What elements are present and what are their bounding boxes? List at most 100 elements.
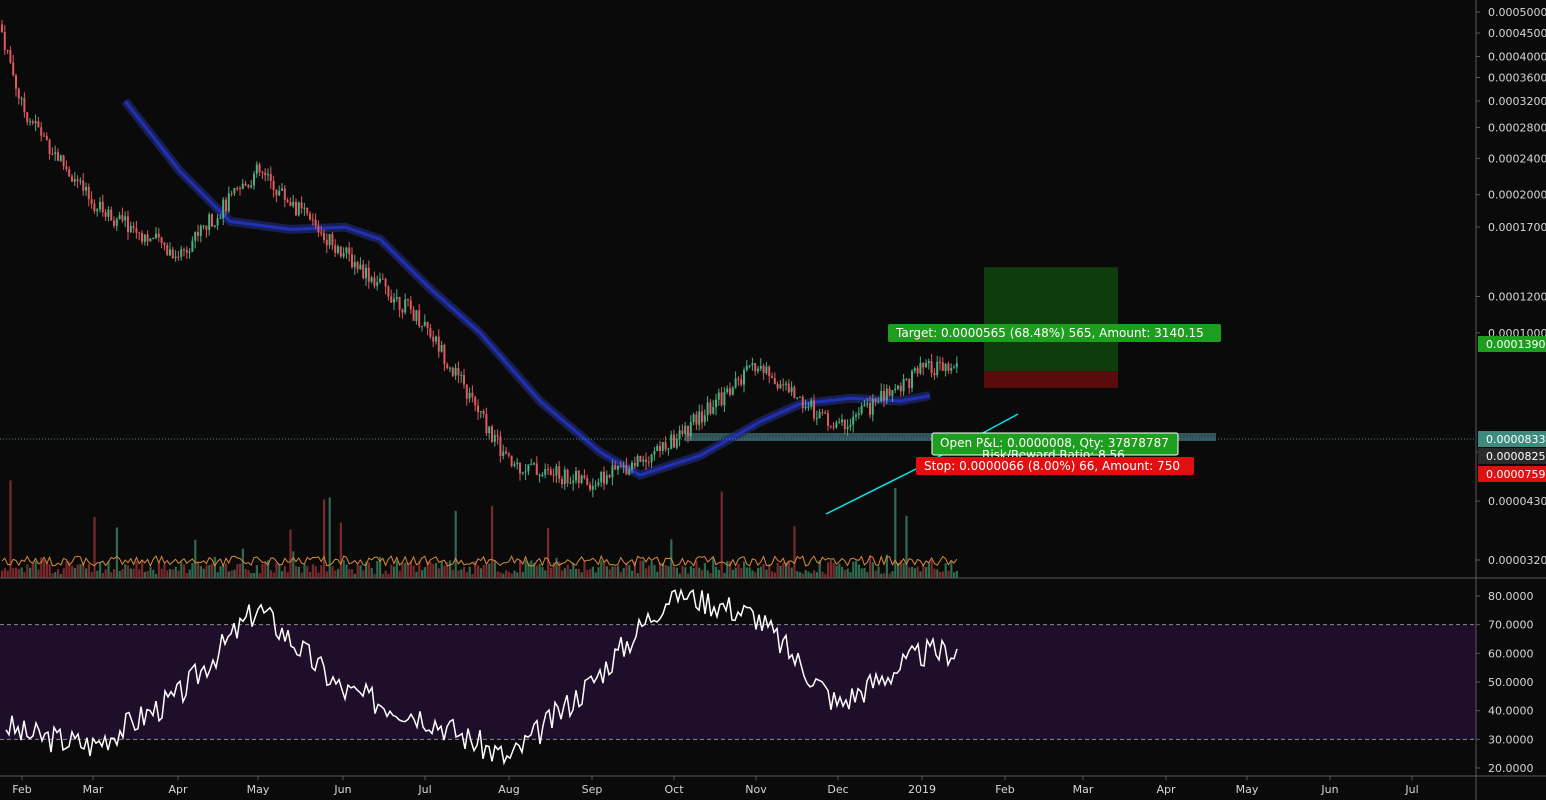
candle-body xyxy=(771,376,773,378)
candle-body xyxy=(227,193,230,212)
candle-body xyxy=(790,387,793,393)
volume-bar xyxy=(947,570,950,578)
volume-bar xyxy=(300,572,303,578)
candle-body xyxy=(356,262,359,270)
volume-bar xyxy=(692,568,695,578)
volume-bar xyxy=(846,568,849,578)
candle-body xyxy=(871,398,874,415)
stop-zone[interactable] xyxy=(984,371,1118,388)
candle-body xyxy=(894,388,897,391)
candle-body xyxy=(773,377,776,384)
time-tick-label: May xyxy=(247,783,270,796)
volume-bar xyxy=(701,569,704,578)
volume-bar xyxy=(734,567,737,578)
volume-bar xyxy=(59,573,62,578)
candle-body xyxy=(54,152,57,154)
candle-body xyxy=(295,201,297,216)
candle-body xyxy=(365,267,367,279)
volume-bar xyxy=(530,560,533,578)
volume-bar xyxy=(656,571,659,578)
time-tick-label: Aug xyxy=(498,783,519,796)
volume-bar xyxy=(818,560,821,578)
price-tick-label: 0.0003200 xyxy=(1488,95,1546,108)
candle-body xyxy=(776,383,779,389)
candle-body xyxy=(919,363,922,374)
volume-bar xyxy=(748,567,751,578)
candle-body xyxy=(421,325,423,327)
candle-body xyxy=(71,176,73,182)
candle-body xyxy=(339,246,342,257)
candle-body xyxy=(829,425,832,427)
volume-bar xyxy=(409,561,412,578)
time-axis[interactable]: Feb Mar Apr May Jun Jul Aug Sep Oct Nov Dec 2019 Feb… xyxy=(12,776,1419,796)
candle-body xyxy=(426,321,429,329)
volume-bar xyxy=(768,564,771,578)
ascending-trendline[interactable] xyxy=(825,467,919,515)
price-axis[interactable]: 0.0005000 0.0004500 0.0004000 0.0003600 0.00… xyxy=(1476,6,1546,567)
volume-bar xyxy=(628,565,631,578)
candle-body xyxy=(166,245,169,256)
candle-body xyxy=(642,459,645,462)
volume-bar xyxy=(177,570,180,578)
candle-body xyxy=(275,190,278,196)
target-label[interactable]: Target: 0.0000565 (68.48%) 565, Amount: … xyxy=(888,324,1221,342)
volume-bar xyxy=(110,572,113,578)
candle-body xyxy=(513,464,516,466)
price-tick-label: 0.0002000 xyxy=(1488,189,1546,202)
volume-bar xyxy=(491,505,494,578)
candle-body xyxy=(608,475,611,478)
volume-bar xyxy=(292,551,295,578)
volume-bar xyxy=(429,561,432,578)
volume-bar xyxy=(387,573,390,578)
candle-body xyxy=(110,209,113,221)
candle-body xyxy=(911,370,913,388)
rsi-axis[interactable]: 80.0000 70.0000 60.0000 50.0000 40.0000 30.00… xyxy=(1476,590,1534,775)
candle-body xyxy=(594,485,597,487)
candle-body xyxy=(563,469,566,485)
volume-bar xyxy=(709,573,712,578)
candle-body xyxy=(636,455,639,467)
volume-bar xyxy=(813,570,816,578)
volume-bar xyxy=(9,480,12,578)
volume-bar xyxy=(566,564,569,578)
volume-bar xyxy=(365,561,368,578)
volume-bar xyxy=(538,564,541,578)
candle-body xyxy=(787,383,790,393)
time-tick-label: Jul xyxy=(1404,783,1418,796)
candle-body xyxy=(407,299,409,301)
volume-bar xyxy=(121,569,124,578)
volume-bar xyxy=(614,566,617,578)
volume-bar xyxy=(255,565,258,578)
pnl-label[interactable]: Open P&L: 0.0000008, Qty: 37878787 Risk/… xyxy=(931,432,1179,462)
volume-bar xyxy=(353,573,356,578)
price-tick-label: 0.0003600 xyxy=(1488,71,1546,84)
candle-body xyxy=(449,367,451,369)
price-badge xyxy=(1478,336,1546,352)
candle-body xyxy=(222,199,225,218)
target-zone[interactable] xyxy=(984,267,1118,372)
volume-bar xyxy=(418,560,421,578)
volume-bar xyxy=(785,562,788,578)
price-badge-label: 0.0000825 xyxy=(1486,450,1546,463)
price-tick-label: 0.0000320 xyxy=(1488,554,1546,567)
volume-bar xyxy=(183,564,186,578)
candle-body xyxy=(351,254,353,268)
candle-body xyxy=(34,121,37,124)
candle-body xyxy=(15,75,17,89)
candle-body xyxy=(423,321,426,326)
candle-body xyxy=(314,219,317,226)
volume-bar xyxy=(199,565,202,578)
volume-bar xyxy=(93,516,96,578)
stop-label[interactable]: Stop: 0.0000066 (8.00%) 66, Amount: 750 xyxy=(916,457,1194,475)
candle-body xyxy=(219,217,222,219)
candle-body xyxy=(440,344,443,352)
volume-bar xyxy=(76,564,79,578)
candle-body xyxy=(6,50,9,52)
volume-bar xyxy=(138,569,141,578)
volume-bar xyxy=(104,569,107,578)
candle-body xyxy=(101,201,104,213)
candle-body xyxy=(723,391,726,406)
volume-bar xyxy=(664,565,667,578)
candle-body xyxy=(516,462,519,465)
